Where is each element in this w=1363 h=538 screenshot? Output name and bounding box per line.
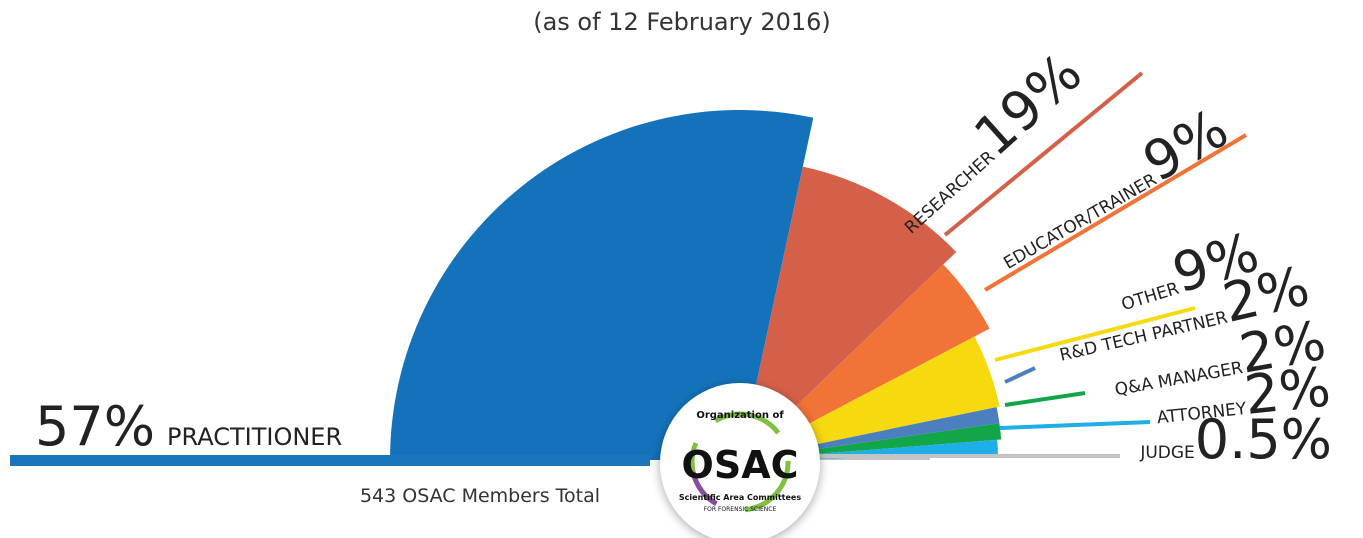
subtitle: (as of 12 February 2016): [533, 8, 831, 36]
value-label: 57%: [35, 395, 155, 458]
base-line: [820, 454, 1120, 458]
value-label: 2%: [1235, 309, 1330, 386]
category-name: PRACTITIONER: [167, 423, 342, 451]
value-label: 0.5%: [1195, 408, 1332, 471]
segment-label: JUDGE0.5%: [1139, 408, 1332, 471]
logo-ring: [689, 411, 791, 513]
leader-line: [999, 420, 1151, 430]
category-name: EDUCATOR/TRAINER: [1000, 170, 1160, 274]
wedge: [390, 110, 814, 461]
leader-line: [1004, 366, 1036, 384]
segment-label: 57% PRACTITIONER: [35, 395, 342, 458]
category-name: OTHER: [1119, 279, 1182, 315]
logo: Organization of OSAC Scientific Area Com…: [660, 383, 820, 538]
logo-sub: FOR FORENSIC SCIENCE: [704, 506, 777, 513]
leader-line: [983, 133, 1248, 292]
category-name: JUDGE: [1139, 443, 1194, 463]
logo-bottom: Scientific Area Committees: [679, 493, 801, 502]
wedge: [740, 264, 990, 460]
leader-line: [943, 71, 1144, 237]
base-bar: [10, 455, 650, 466]
value-label: 2%: [1242, 355, 1334, 427]
logo-top: Organization of: [696, 410, 784, 421]
leader-line: [994, 306, 1196, 362]
category-name: Q&A MANAGER: [1113, 358, 1244, 400]
segment-label: ATTORNEY2%: [1152, 355, 1333, 436]
total-note: 543 OSAC Members Total: [360, 485, 600, 507]
logo-bg: [660, 383, 820, 538]
logo-name: OSAC: [682, 443, 799, 487]
wedge: [740, 166, 957, 460]
value-label: 19%: [962, 41, 1093, 168]
leader-line: [1004, 391, 1086, 407]
category-name: RESEARCHER: [901, 147, 999, 238]
